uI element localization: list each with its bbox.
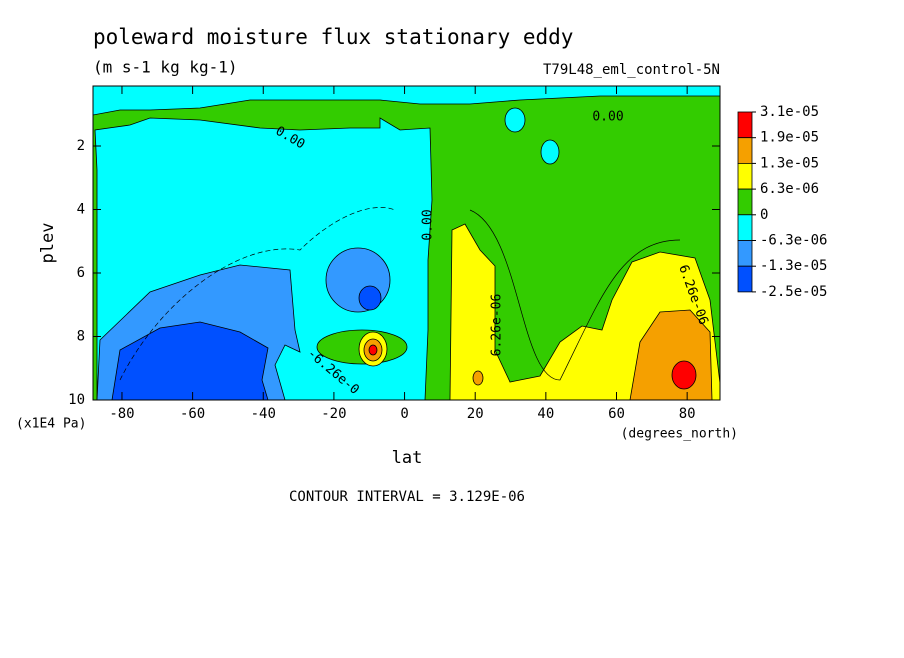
y-tick-label: 4 [77,202,85,218]
region [111,321,269,400]
x-axis-label: lat [392,448,423,468]
region [540,139,560,165]
colorbar-box [737,111,753,139]
y-tick-label: 10 [68,392,85,408]
x-tick-label: -40 [251,406,276,422]
subtitle: (m s-1 kg kg-1) [93,58,238,77]
colorbar-label: 0 [760,207,768,223]
y-tick-label: 6 [77,265,85,281]
colorbar-label: -1.3e-05 [760,258,827,274]
region [671,360,697,390]
x-tick-label: 20 [467,406,484,422]
colorbar-label: -6.3e-06 [760,233,827,249]
x-tick-label: 80 [679,406,696,422]
colorbar-label: 6.3e-06 [760,181,819,197]
region [358,285,382,311]
contour-label: 0.00 [592,110,623,125]
x-tick-label: 40 [537,406,554,422]
dataset-label: T79L48_eml_control-5N [543,62,720,78]
y-tick-label: 2 [77,138,85,154]
y-tick-label: 8 [77,329,85,345]
colorbar-label: -2.5e-05 [760,284,827,300]
colorbar-label: 1.3e-05 [760,155,819,171]
contour-line [469,209,681,381]
x-tick-label: 60 [608,406,625,422]
colorbar-box [737,214,753,241]
colorbar-label: 3.1e-05 [760,104,819,120]
x-tick-label: -20 [321,406,346,422]
y-axis-label: plev [38,223,58,264]
colorbar-box [737,240,753,267]
x-tick-label: -60 [180,406,205,422]
y-units: (x1E4 Pa) [16,417,86,432]
plot-frame [92,85,721,401]
contour-label: 6.26e-06 [490,294,505,357]
footnote: CONTOUR INTERVAL = 3.129E-06 [289,489,525,505]
region [368,344,378,356]
x-tick-label: 0 [400,406,408,422]
x-units: (degrees_north) [621,427,738,442]
colorbar-box [737,162,753,190]
region [93,86,720,116]
chart-title: poleward moisture flux stationary eddy [93,25,573,49]
contour-line [119,207,396,381]
contour-label: 0.00 [421,209,436,240]
colorbar-box [737,137,753,164]
contour-field [93,86,720,400]
colorbar-label: 1.9e-05 [760,130,819,146]
region [472,370,484,386]
colorbar-box [737,265,753,293]
x-tick-label: -80 [109,406,134,422]
region [504,107,526,133]
colorbar-box [737,188,753,216]
